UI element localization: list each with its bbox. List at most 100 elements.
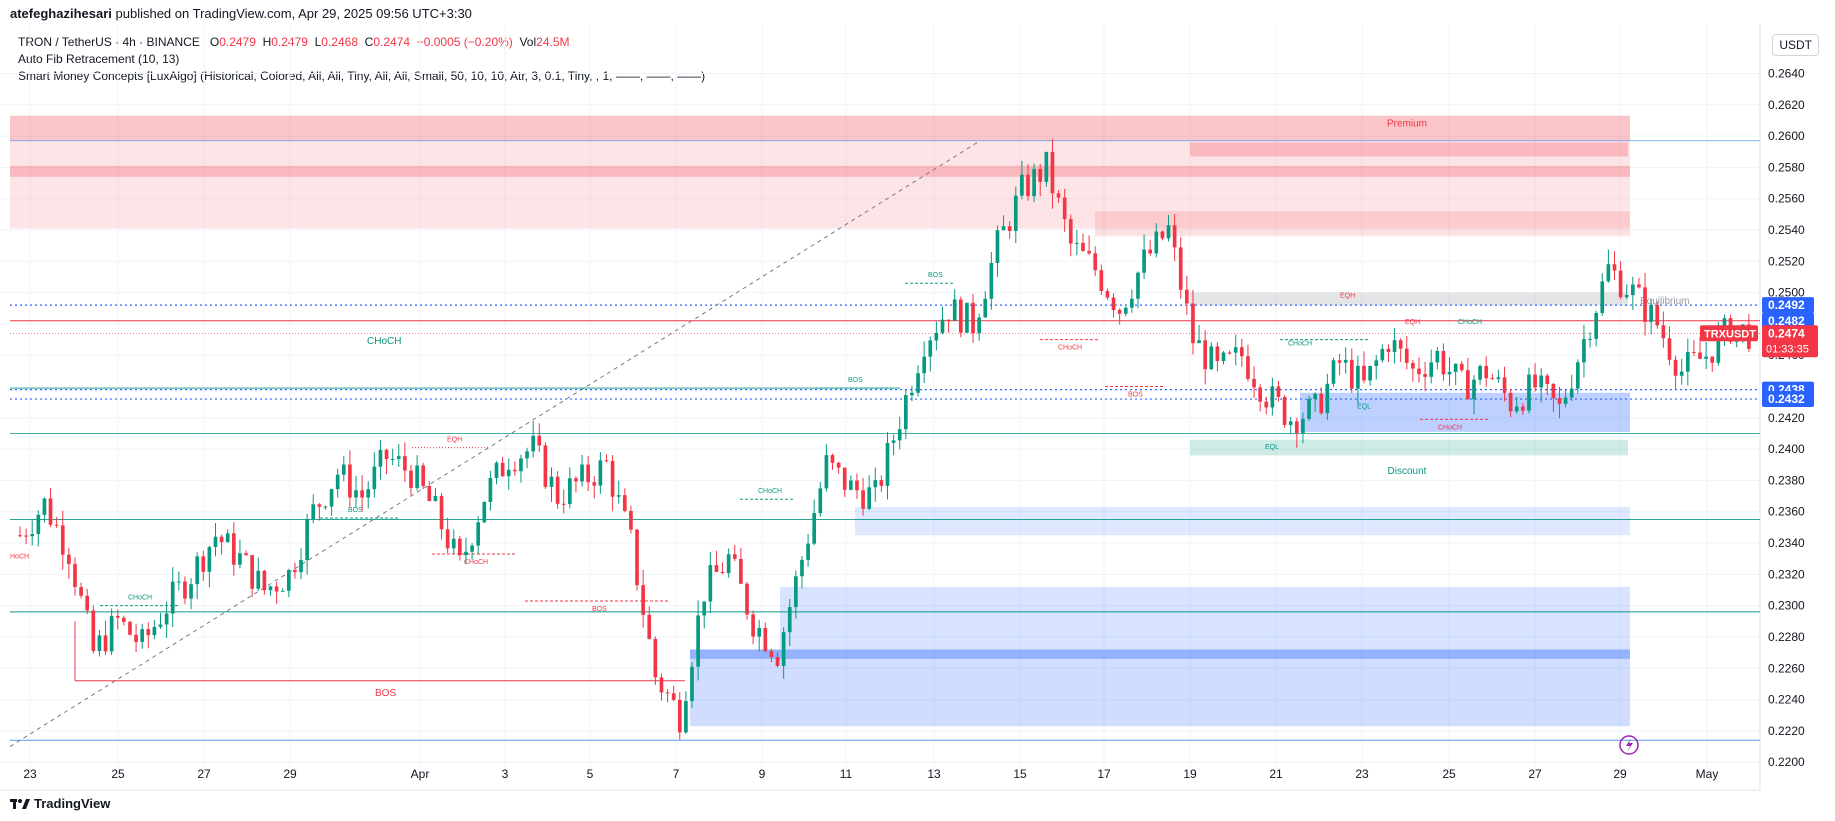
x-tick-label: 21 bbox=[1269, 767, 1283, 781]
tradingview-logo-icon bbox=[10, 798, 30, 809]
candle-body bbox=[470, 545, 474, 552]
candle-body bbox=[403, 456, 407, 471]
candle-body bbox=[1148, 249, 1153, 254]
author-name[interactable]: atefeghazihesari bbox=[10, 6, 112, 21]
tradingview-logo[interactable]: TradingView bbox=[10, 796, 110, 811]
price-label-text: 0.2492 bbox=[1768, 298, 1805, 312]
last-price-bg bbox=[1762, 325, 1818, 358]
currency-button[interactable]: USDT bbox=[1772, 34, 1819, 56]
candle-body bbox=[830, 455, 835, 463]
candle-body bbox=[739, 558, 743, 584]
candle-body bbox=[1282, 397, 1287, 425]
x-tick-label: 23 bbox=[1355, 767, 1369, 781]
y-tick-label: 0.2380 bbox=[1768, 473, 1805, 487]
candle-body bbox=[1227, 352, 1232, 354]
candle-body bbox=[1380, 348, 1385, 361]
candle-body bbox=[67, 554, 71, 564]
indicator-smc-legend[interactable]: Smart Money Concepts [LuxAlgo] (Historic… bbox=[18, 69, 706, 83]
demand-zone-3 bbox=[690, 649, 1630, 727]
candle-body bbox=[317, 504, 322, 507]
candle-body bbox=[989, 263, 994, 299]
candle-body bbox=[1466, 370, 1470, 400]
candle-body bbox=[561, 503, 566, 505]
candle-body bbox=[641, 585, 645, 615]
x-tick-label: 9 bbox=[759, 767, 766, 781]
price-label-bg bbox=[1762, 391, 1814, 408]
candle-body bbox=[24, 535, 28, 537]
candle-body bbox=[1105, 291, 1110, 298]
candle-body bbox=[1319, 393, 1324, 414]
candle-body bbox=[433, 495, 438, 502]
candle-body bbox=[1490, 378, 1495, 380]
candle-body bbox=[286, 570, 291, 591]
candle-body bbox=[1111, 297, 1116, 310]
symbol-title[interactable]: TRON / TetherUS · 4h · BINANCE bbox=[18, 35, 200, 49]
candle-body bbox=[1533, 374, 1537, 388]
candle-body bbox=[1044, 151, 1049, 182]
candle-body bbox=[1313, 393, 1317, 400]
discount-zone bbox=[1190, 439, 1628, 456]
y-tick-label: 0.2580 bbox=[1768, 160, 1805, 174]
candle-body bbox=[189, 584, 193, 599]
candle-body bbox=[531, 435, 536, 452]
price-chart[interactable]: 23 25 27 29 Apr 3 5 7 9 11 13 15 17 19 21 23 25 27 29 May 0.… bbox=[0, 24, 1835, 794]
candle-body bbox=[1264, 401, 1269, 408]
premium-zone bbox=[10, 115, 1630, 229]
candle-body bbox=[1496, 377, 1501, 380]
candle-body bbox=[1117, 309, 1122, 314]
candle-body bbox=[1594, 312, 1598, 339]
candle-body bbox=[54, 524, 59, 526]
candle-body bbox=[396, 456, 401, 459]
candle-body bbox=[1661, 325, 1666, 339]
candle-body bbox=[1356, 365, 1360, 389]
candle-body bbox=[1576, 362, 1580, 389]
candle-body bbox=[1075, 242, 1079, 244]
candle-body bbox=[781, 632, 786, 666]
candle-body bbox=[1294, 421, 1299, 433]
candle-body bbox=[842, 467, 847, 490]
x-tick-label: 19 bbox=[1183, 767, 1197, 781]
demand-band bbox=[690, 649, 1630, 659]
premium-label: Premium bbox=[1387, 119, 1427, 130]
candle-body bbox=[1551, 383, 1556, 399]
alerts-icon[interactable] bbox=[1619, 735, 1639, 755]
y-tick-label: 0.2360 bbox=[1768, 505, 1805, 519]
candle-body bbox=[824, 455, 829, 489]
indicator-fib-legend[interactable]: Auto Fib Retracement (10, 13) bbox=[18, 52, 180, 66]
candle-body bbox=[445, 529, 450, 549]
candle-body bbox=[1166, 225, 1171, 239]
candle-body bbox=[1093, 253, 1098, 271]
candle-body bbox=[1459, 363, 1464, 371]
eqh-label-3: EQH bbox=[1405, 319, 1420, 326]
candle-body bbox=[18, 535, 22, 537]
demand-zone-1 bbox=[855, 507, 1630, 536]
candle-body bbox=[1221, 352, 1226, 362]
candle-body bbox=[73, 563, 77, 588]
close-label: C bbox=[364, 35, 374, 49]
candle-body bbox=[140, 629, 145, 642]
candle-body bbox=[1276, 386, 1281, 398]
choch-label-main: CHoCH bbox=[367, 336, 401, 347]
bos-label-3: BOS bbox=[928, 272, 943, 279]
candle-body bbox=[1716, 331, 1721, 363]
candle-body bbox=[1692, 351, 1696, 353]
candle-body bbox=[85, 595, 90, 611]
y-tick-label: 0.2240 bbox=[1768, 693, 1805, 707]
candle-body bbox=[494, 462, 499, 478]
candle-body bbox=[1386, 348, 1391, 352]
y-tick-label: 0.2600 bbox=[1768, 129, 1805, 143]
candle-body bbox=[1521, 406, 1525, 411]
candle-body bbox=[1050, 151, 1055, 194]
candle-body bbox=[946, 319, 951, 321]
candle-body bbox=[1270, 386, 1275, 408]
candle-body bbox=[543, 445, 548, 487]
candle-body bbox=[787, 607, 792, 633]
high-label: H bbox=[262, 35, 272, 49]
candle-body bbox=[293, 570, 297, 573]
candle-body bbox=[604, 460, 609, 462]
candle-body bbox=[1484, 365, 1489, 379]
x-tick-label: May bbox=[1696, 767, 1719, 781]
candle-body bbox=[42, 498, 47, 515]
change-value: −0.0005 (−0.20%) bbox=[416, 35, 513, 49]
y-tick-label: 0.2620 bbox=[1768, 98, 1805, 112]
